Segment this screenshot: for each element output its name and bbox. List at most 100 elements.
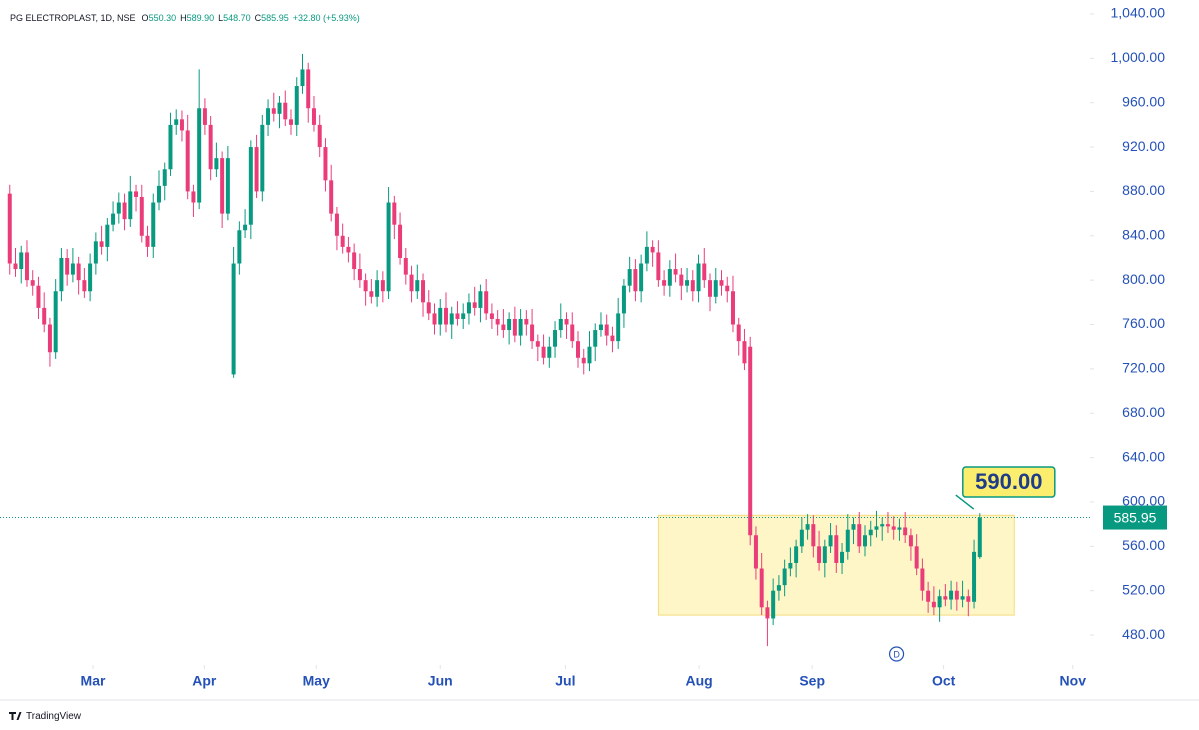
candle-body — [24, 252, 29, 281]
candle-body — [466, 302, 471, 314]
candle-body — [375, 280, 380, 297]
candle-body — [248, 147, 253, 225]
candle-body — [851, 524, 856, 530]
y-tick-label: 760.00 — [1122, 315, 1165, 331]
candle-body — [59, 257, 64, 292]
y-tick-label: 480.00 — [1122, 626, 1165, 642]
candle-body — [742, 341, 747, 364]
y-tick-label: 800.00 — [1122, 271, 1165, 287]
legend: PG ELECTROPLAST, 1D, NSE O550.30 H589.90 L5… — [10, 13, 360, 23]
candle-body — [426, 302, 431, 314]
candle-body — [765, 607, 770, 619]
candle-body — [47, 324, 52, 353]
candle-body — [432, 313, 437, 325]
candle-body — [943, 596, 948, 600]
candle-body — [438, 307, 443, 325]
candle-body — [696, 263, 701, 292]
candle-body — [891, 526, 896, 530]
grid-layer: 480.00 520.00 560.00 600.00 640.00 680.00 720.… — [81, 5, 1166, 689]
candle-body — [834, 535, 839, 563]
candle-body — [208, 124, 213, 170]
candle-body — [719, 280, 724, 286]
candle-body — [662, 280, 667, 286]
candle-body — [398, 224, 403, 258]
candle-body — [512, 318, 517, 336]
ohlc-key: H — [180, 13, 187, 23]
candles-layer — [7, 53, 982, 647]
annotation-box — [962, 466, 1056, 498]
candle-body — [822, 546, 827, 563]
y-tick-label: 920.00 — [1122, 138, 1165, 154]
candle-body — [197, 108, 202, 203]
candle-body — [472, 302, 477, 308]
logo-icon — [9, 712, 22, 720]
symbol: PG ELECTROPLAST, 1D, NSE — [10, 13, 136, 23]
candle-body — [627, 269, 632, 286]
candle-body — [616, 313, 621, 342]
x-tick-label: Mar — [81, 673, 106, 689]
candle-body — [673, 269, 678, 275]
candle-body — [587, 346, 592, 364]
candle-body — [518, 318, 523, 336]
ohlc-key: L — [218, 13, 223, 23]
candle-body — [421, 280, 426, 303]
annotation-label: 590.00 — [975, 469, 1042, 494]
candle-body — [484, 291, 489, 314]
candle-body — [323, 147, 328, 181]
x-tick-label: Oct — [932, 673, 956, 689]
candle-body — [977, 517, 982, 558]
candle-body — [656, 252, 661, 281]
candle-body — [730, 291, 735, 325]
candle-body — [478, 291, 483, 308]
candle-body — [885, 524, 890, 527]
candle-body — [185, 130, 190, 192]
candle-body — [794, 546, 799, 563]
candle-body — [817, 546, 822, 563]
candle-body — [753, 535, 758, 569]
candle-body — [283, 102, 288, 120]
x-tick-label: Apr — [192, 673, 217, 689]
candle-body — [524, 318, 529, 325]
candle-body — [392, 202, 397, 225]
ohlc-value: 548.70 — [223, 13, 251, 23]
last-price-tag — [1103, 505, 1167, 530]
candle-body — [191, 191, 196, 203]
y-tick-label: 840.00 — [1122, 226, 1165, 242]
candle-body — [690, 280, 695, 292]
candle-body — [352, 252, 357, 270]
candle-body — [162, 169, 167, 186]
candle-body — [151, 202, 156, 247]
candle-body — [82, 280, 87, 292]
x-tick-label: May — [303, 673, 330, 689]
candle-body — [99, 241, 104, 247]
annotation-pointer — [955, 494, 975, 510]
candle-body — [277, 102, 282, 114]
candle-body — [317, 124, 322, 148]
candle-body — [725, 285, 730, 292]
candle-body — [105, 224, 110, 247]
candle-body — [782, 568, 787, 586]
x-tick-label: Jun — [428, 673, 453, 689]
candle-body — [679, 274, 684, 286]
y-tick-label: 680.00 — [1122, 404, 1165, 420]
candle-body — [972, 551, 977, 602]
candle-body — [156, 185, 161, 203]
ohlc-value: 585.95 — [261, 13, 289, 23]
candle-body — [553, 330, 558, 347]
candle-body — [937, 596, 942, 608]
candle-body — [495, 318, 500, 325]
candle-body — [13, 263, 18, 270]
candle-body — [415, 280, 420, 292]
candle-body — [340, 235, 345, 247]
y-tick-label: 560.00 — [1122, 537, 1165, 553]
candle-body — [667, 269, 672, 286]
candle-body — [266, 108, 271, 125]
candle-body — [461, 313, 466, 319]
candle-body — [111, 213, 116, 225]
candle-body — [409, 274, 414, 292]
candle-body — [386, 202, 391, 292]
event-label: D — [893, 649, 900, 659]
candle-body — [294, 86, 299, 125]
